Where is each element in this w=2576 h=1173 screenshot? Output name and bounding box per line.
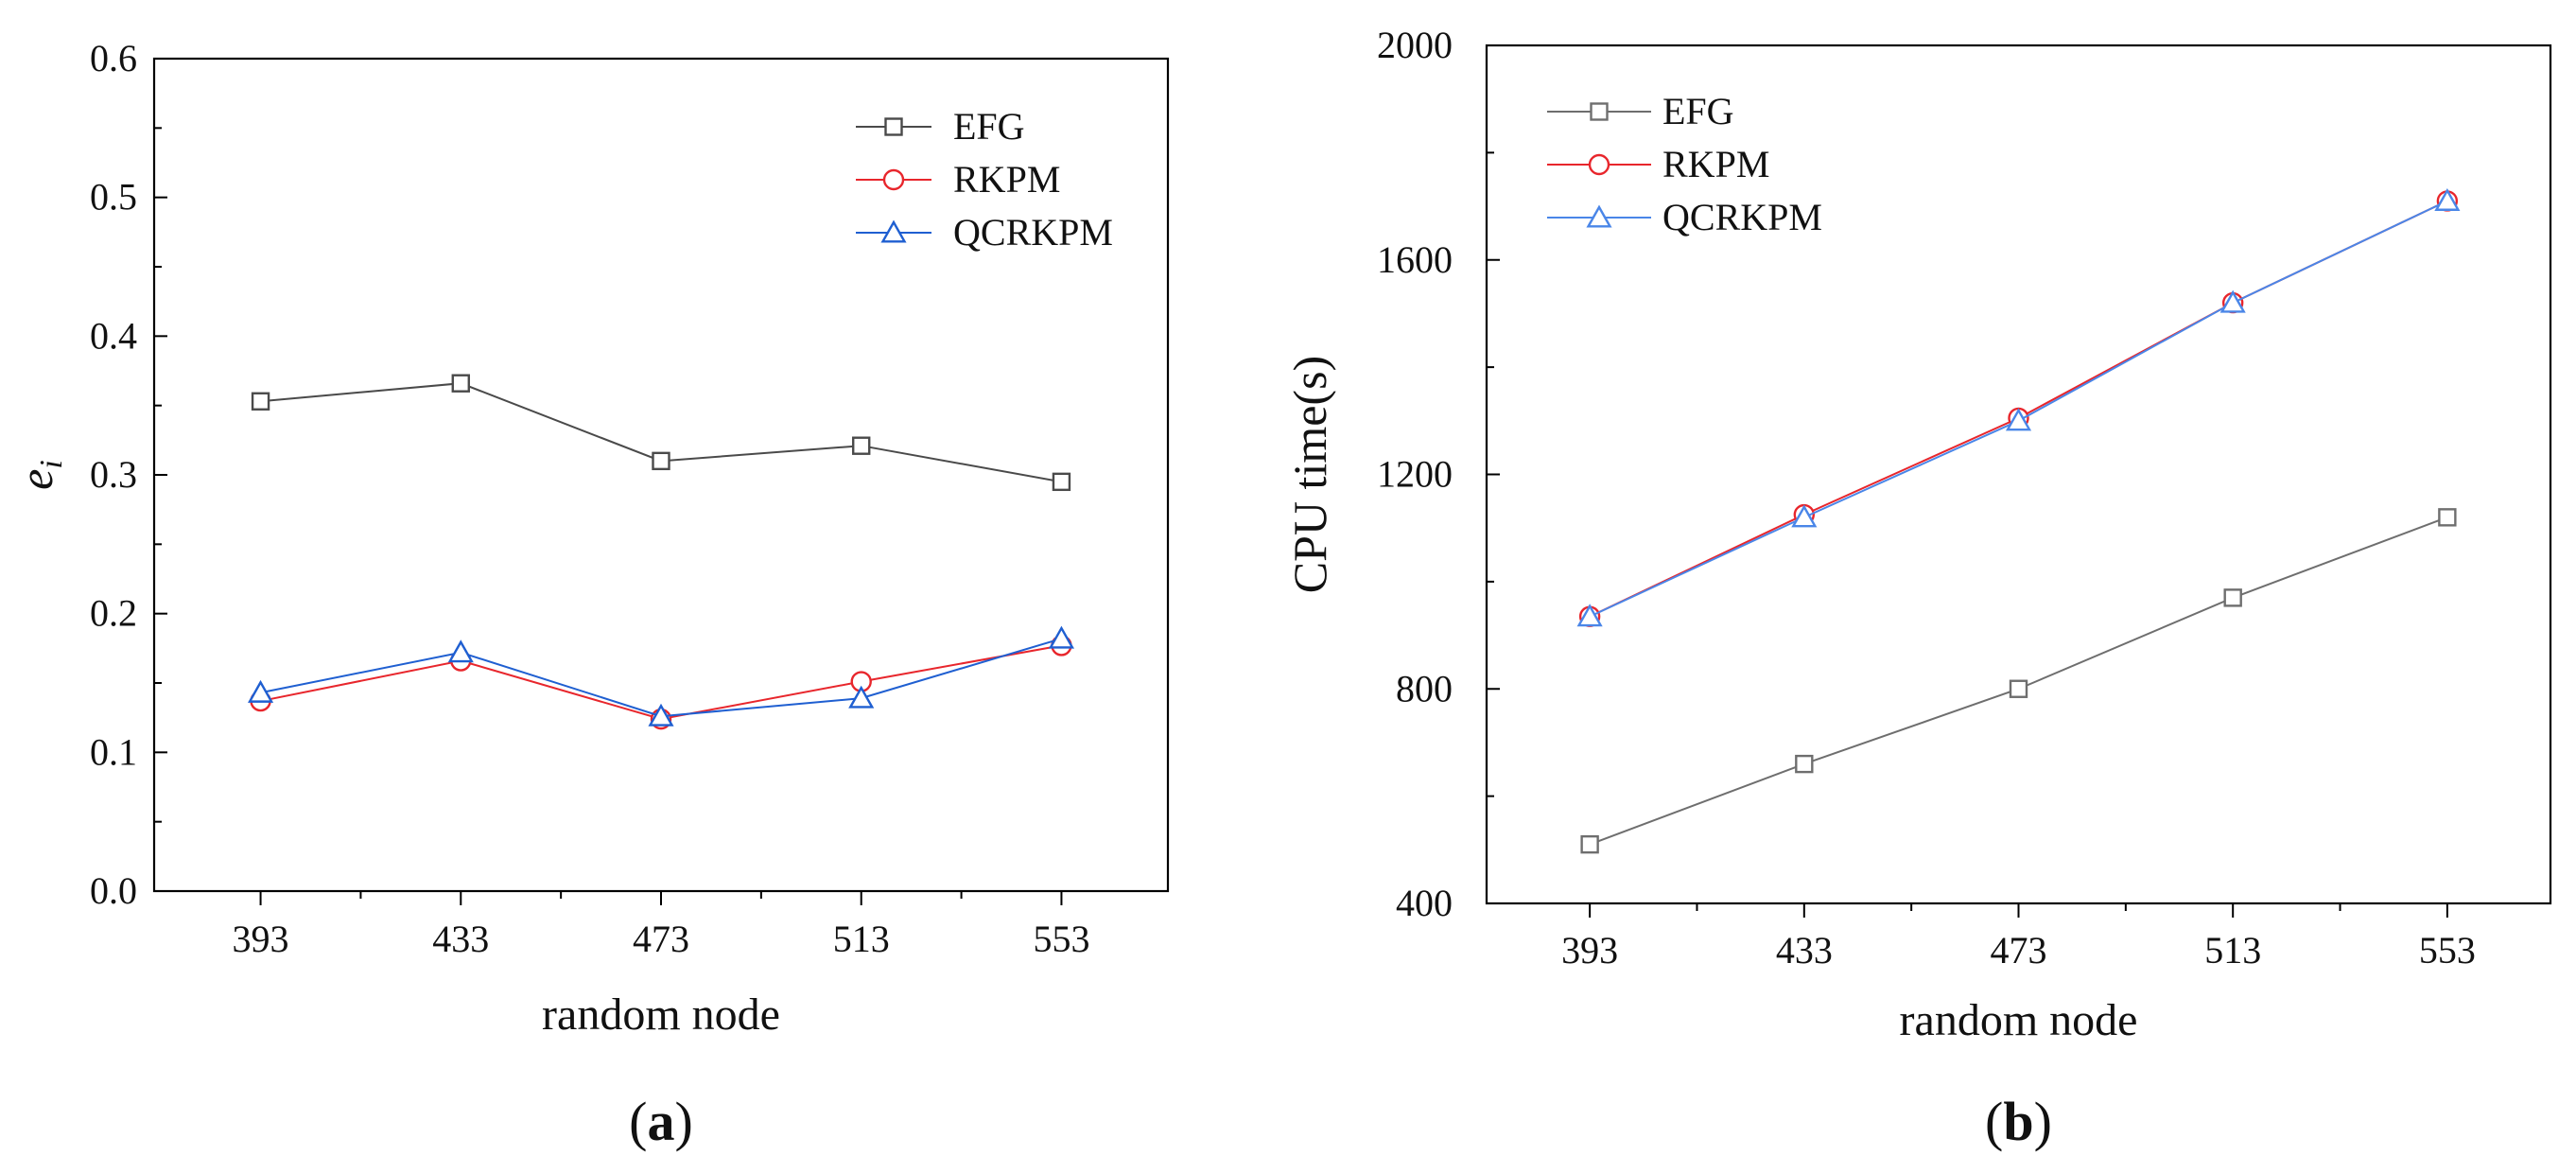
- y-axis-label-main: e: [9, 469, 62, 490]
- data-point-efg: [2009, 679, 2028, 698]
- y-tick-label: 1200: [1377, 453, 1453, 496]
- series-qcrkpm: [1576, 187, 2461, 627]
- x-tick-label: 553: [1033, 918, 1089, 960]
- x-tick-label: 473: [1991, 929, 2047, 972]
- chart-panel-b: 400 800 1200 1600 2000 393 433 473 513 553 EFG RKPM…: [1283, 24, 2552, 1152]
- y-tick-label: 0.6: [90, 37, 137, 79]
- y-tick-label: 1600: [1377, 238, 1453, 281]
- caption-close-paren: ): [2034, 1091, 2052, 1152]
- data-point-efg: [652, 451, 670, 471]
- x-axis-label: random node: [542, 989, 780, 1040]
- x-tick-label: 433: [432, 918, 489, 960]
- caption-open-paren: (: [629, 1091, 647, 1152]
- y-tick-label: 800: [1396, 667, 1453, 709]
- data-point-efg: [2438, 508, 2457, 527]
- legend-marker: [880, 219, 907, 243]
- y-axis-label: ei: [9, 460, 69, 490]
- y-tick-label: 0.3: [90, 453, 137, 496]
- legend-marker: [1586, 204, 1612, 228]
- caption-close-paren: ): [675, 1091, 693, 1152]
- legend-entry-efg: EFG: [1547, 90, 1734, 132]
- legend-entry-rkpm: RKPM: [1547, 143, 1769, 185]
- legend-label: EFG: [1662, 90, 1734, 132]
- legend-entry-efg: EFG: [856, 105, 1025, 148]
- x-tick-label: 513: [833, 918, 890, 960]
- x-tick-label: 473: [633, 918, 689, 960]
- data-point-qcrkpm: [248, 679, 274, 703]
- data-point-qcrkpm: [848, 685, 875, 709]
- chart-panel-a: 0.0 0.1 0.2 0.3 0.4 0.5 0.6 393 433 473 513 553 EFG R…: [9, 37, 1170, 1152]
- legend-entry-qcrkpm: QCRKPM: [1547, 196, 1822, 238]
- data-point-efg: [1580, 834, 1599, 854]
- legend-marker: [884, 117, 903, 136]
- data-point-qcrkpm: [1791, 504, 1818, 528]
- x-tick-label: 433: [1776, 929, 1833, 972]
- legend-entry-qcrkpm: QCRKPM: [856, 211, 1113, 254]
- legend-label: RKPM: [1662, 143, 1769, 185]
- data-point-efg: [451, 374, 470, 393]
- legend-marker: [1590, 102, 1609, 121]
- data-point-qcrkpm: [2005, 408, 2032, 431]
- y-tick-label: 0.4: [90, 314, 137, 357]
- y-tick-label: 0.2: [90, 592, 137, 635]
- y-tick-label: 400: [1396, 882, 1453, 924]
- series-efg: [251, 374, 1071, 492]
- legend-marker: [1588, 153, 1610, 176]
- y-tick-label: 2000: [1377, 24, 1453, 66]
- panel-caption: (b): [1985, 1091, 2052, 1152]
- data-point-qcrkpm: [2219, 289, 2246, 313]
- series-efg: [1580, 508, 2457, 854]
- legend-entry-rkpm: RKPM: [856, 158, 1060, 201]
- caption-letter: b: [2003, 1091, 2033, 1152]
- data-point-qcrkpm: [648, 703, 674, 727]
- y-tick-label: 0.0: [90, 869, 137, 912]
- data-point-efg: [1795, 754, 1814, 774]
- data-point-qcrkpm: [447, 639, 474, 663]
- data-point-efg: [2223, 588, 2242, 607]
- caption-open-paren: (: [1985, 1091, 2003, 1152]
- legend-marker: [882, 168, 905, 191]
- panel-caption: (a): [629, 1091, 693, 1152]
- legend-label: RKPM: [953, 158, 1060, 201]
- x-tick-label: 513: [2204, 929, 2261, 972]
- data-point-efg: [1052, 472, 1071, 492]
- data-point-qcrkpm: [1048, 625, 1074, 649]
- data-point-qcrkpm: [1576, 604, 1603, 627]
- data-point-qcrkpm: [2434, 187, 2461, 211]
- x-axis-label: random node: [1900, 995, 2138, 1045]
- series-qcrkpm: [248, 625, 1074, 727]
- y-tick-label: 0.5: [90, 176, 137, 219]
- legend-label: QCRKPM: [953, 211, 1113, 254]
- plot-frame: [1485, 44, 2552, 905]
- y-tick-label: 0.1: [90, 730, 137, 773]
- y-axis-label-subscript: i: [34, 460, 69, 468]
- x-tick-label: 393: [1561, 929, 1618, 972]
- data-point-efg: [251, 392, 270, 411]
- legend-label: QCRKPM: [1662, 196, 1822, 238]
- caption-letter: a: [648, 1091, 675, 1152]
- x-tick-label: 553: [2419, 929, 2476, 972]
- legend-label: EFG: [953, 105, 1025, 148]
- y-axis-label: CPU time(s): [1283, 356, 1336, 593]
- x-tick-label: 393: [233, 918, 289, 960]
- data-point-efg: [852, 436, 871, 455]
